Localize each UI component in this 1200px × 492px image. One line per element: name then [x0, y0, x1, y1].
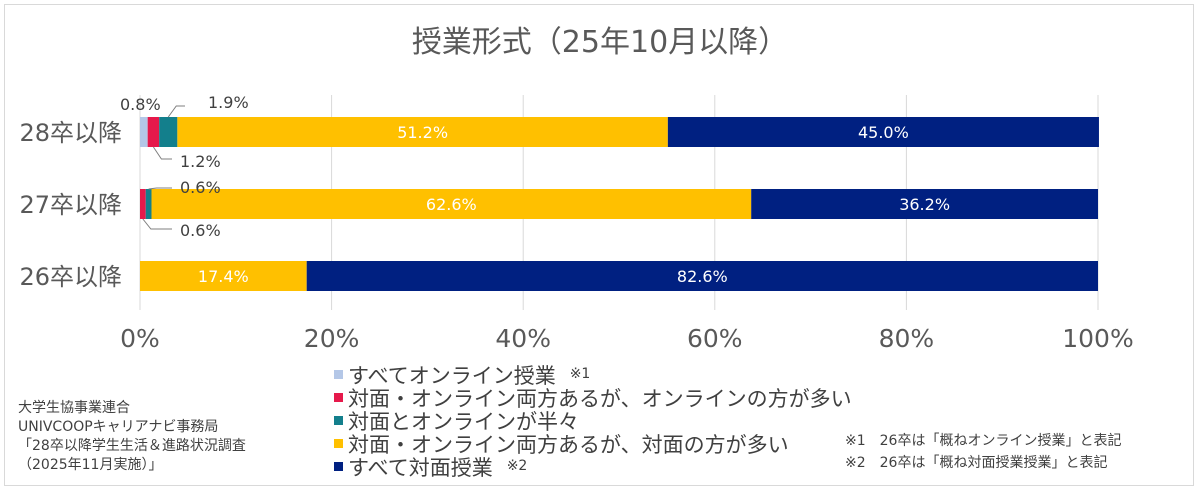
- data-label: 36.2%: [899, 195, 950, 214]
- legend-label: すべて対面授業: [348, 456, 493, 480]
- legend-label: 対面・オンライン両方あるが、対面の方が多い: [348, 433, 789, 457]
- data-label: 1.2%: [180, 152, 221, 171]
- legend-note-mark: ※1: [570, 366, 591, 382]
- category-labels: 28卒以降 27卒以降 26卒以降: [19, 119, 122, 291]
- x-tick-label: 80%: [879, 324, 935, 353]
- bar-segment: [751, 189, 1098, 219]
- note-1: ※1 26卒は「概ねオンライン授業」と表記: [845, 432, 1121, 449]
- data-label: 0.8%: [120, 95, 161, 114]
- data-label: 0.6%: [180, 178, 221, 197]
- x-tick-label: 60%: [687, 324, 743, 353]
- leader-line: [167, 105, 185, 118]
- data-label: 62.6%: [426, 195, 477, 214]
- data-label: 51.2%: [397, 123, 448, 142]
- notes: ※1 26卒は「概ねオンライン授業」と表記 ※2 26卒は「概ね対面授業授業」と…: [845, 432, 1121, 471]
- x-tick-labels: 0% 20% 40% 60% 80% 100%: [120, 324, 1134, 353]
- legend-swatch: [334, 416, 343, 425]
- legend: すべてオンライン授業 ※1 対面・オンライン両方あるが、オンラインの方が多い対面とオ…: [334, 364, 852, 480]
- legend-label: すべてオンライン授業: [348, 364, 556, 388]
- data-label: 45.0%: [858, 123, 909, 142]
- data-label: 1.9%: [208, 93, 249, 112]
- source-line-1: 大学生協事業連合: [18, 400, 130, 416]
- legend-swatch: [334, 370, 343, 379]
- bar-segment: [177, 117, 668, 147]
- category-label: 26卒以降: [19, 263, 122, 291]
- data-label: 17.4%: [198, 267, 249, 286]
- source-line-2: UNIVCOOPキャリアナビ事務局: [18, 419, 218, 435]
- legend-note-mark: ※2: [507, 458, 528, 474]
- legend-swatch: [334, 439, 343, 448]
- legend-swatch: [334, 393, 343, 402]
- bar-segment: [151, 189, 752, 219]
- note-2: ※2 26卒は「概ね対面授業授業」と表記: [845, 454, 1107, 471]
- category-label: 27卒以降: [19, 191, 122, 219]
- bar-segment: [306, 261, 1098, 291]
- bar-segment: [667, 117, 1099, 147]
- x-tick-label: 40%: [495, 324, 551, 353]
- leader-line: [152, 146, 172, 160]
- source-credit: 大学生協事業連合 UNIVCOOPキャリアナビ事務局 「28卒以降学生生活＆進路…: [18, 400, 246, 473]
- bar-segment: [140, 117, 148, 147]
- leader-line: [142, 218, 172, 230]
- bar-segment: [140, 189, 146, 219]
- x-tick-label: 100%: [1062, 324, 1133, 353]
- data-labels: 51.2% 45.0% 62.6% 36.2% 17.4% 82.6% 0.8% 1.9% 1.…: [120, 93, 950, 286]
- source-line-3: 「28卒以降学生生活＆進路状況調査: [18, 438, 246, 454]
- legend-label: 対面とオンラインが半々: [348, 410, 579, 434]
- bars: [140, 117, 1099, 291]
- x-tick-label: 20%: [304, 324, 360, 353]
- legend-swatch: [334, 462, 343, 471]
- bar-segment: [147, 117, 160, 147]
- data-label: 82.6%: [677, 267, 728, 286]
- data-label: 0.6%: [180, 221, 221, 240]
- legend-label: 対面・オンライン両方あるが、オンラインの方が多い: [348, 387, 852, 411]
- category-label: 28卒以降: [19, 119, 122, 147]
- bar-segment: [140, 261, 307, 291]
- chart-title: 授業形式（25年10月以降）: [412, 25, 788, 60]
- bar-segment: [159, 117, 178, 147]
- leader-line: [148, 187, 172, 190]
- bar-segment: [145, 189, 152, 219]
- x-tick-label: 0%: [120, 324, 160, 353]
- source-line-4: （2025年11月実施）」: [18, 457, 162, 473]
- chart-frame: [4, 4, 1194, 486]
